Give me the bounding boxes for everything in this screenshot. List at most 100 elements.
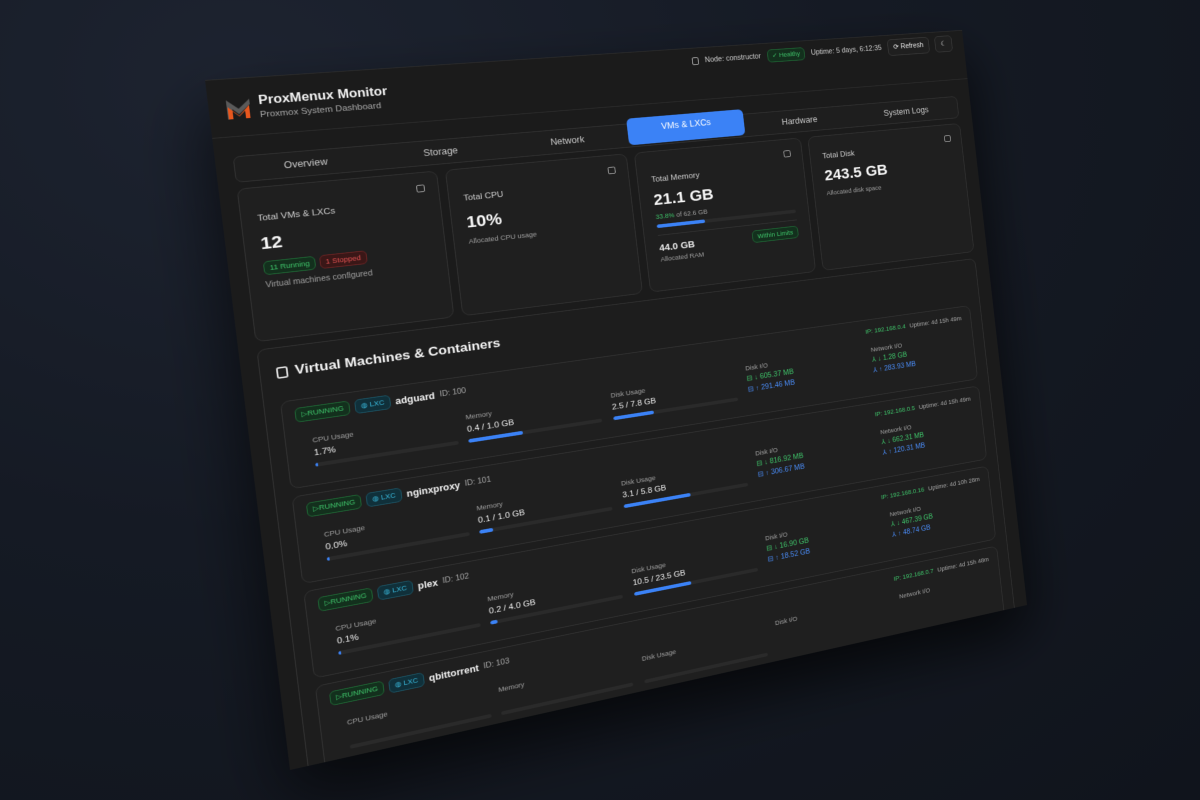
card-total-vms: Total VMs & LXCs 12 11 Running 1 Stopped… bbox=[236, 170, 454, 343]
server-icon bbox=[691, 57, 699, 66]
card-total-cpu: Total CPU 10% Allocated CPU usage bbox=[444, 153, 643, 317]
tab-vms-lxcs[interactable]: VMs & LXCs bbox=[626, 109, 746, 146]
memory-usage: Memory 0.1 / 1.0 GB bbox=[476, 482, 613, 534]
net-out-value: ↑ 283.93 MB bbox=[878, 360, 917, 374]
vm-id: ID: 103 bbox=[483, 657, 510, 671]
container-icon: ◍ bbox=[360, 400, 368, 410]
vm-uptime: Uptime: 4d 15h 48m bbox=[936, 555, 990, 574]
disk-icon: ⊟ bbox=[765, 544, 773, 553]
disk-io: Disk I/O ⊟ ↓ 16.90 GB ⊟ ↑ 18.52 GB bbox=[765, 513, 884, 564]
type-label: LXC bbox=[369, 398, 385, 409]
cpu-bar-fill bbox=[315, 462, 319, 467]
section-title-text: Virtual Machines & Containers bbox=[294, 335, 502, 378]
disk-usage: Disk Usage 3.1 / 5.8 GB bbox=[621, 459, 749, 509]
disk-io: Disk I/O ⊟ ↓ 605.37 MB ⊟ ↑ 291.46 MB bbox=[745, 348, 865, 394]
section-title: Virtual Machines & Containers bbox=[275, 335, 502, 381]
vm-uptime: Uptime: 4d 10h 28m bbox=[927, 475, 981, 492]
disk-usage: Disk Usage 2.5 / 7.8 GB bbox=[610, 373, 739, 421]
running-badge: 11 Running bbox=[262, 255, 317, 276]
disk-usage: Disk Usage bbox=[641, 629, 769, 684]
vm-name: qbittorrent bbox=[428, 662, 480, 684]
tab-overview[interactable]: Overview bbox=[283, 156, 329, 171]
tab-system-logs[interactable]: System Logs bbox=[883, 104, 930, 119]
type-badge: ◍ LXC bbox=[353, 394, 392, 415]
type-badge: ◍ LXC bbox=[388, 672, 425, 694]
brand: ProxMenux Monitor Proxmox System Dashboa… bbox=[224, 85, 390, 122]
disk-write-value: ↑ 291.46 MB bbox=[755, 379, 796, 393]
memory-bar-fill bbox=[490, 619, 498, 625]
memory-total: of 62.6 GB bbox=[675, 207, 708, 219]
theme-toggle-button[interactable]: ☾ bbox=[933, 35, 953, 53]
container-icon: ◍ bbox=[371, 494, 380, 503]
disk-io: Disk I/O ⊟ ↓ 816.92 MB ⊟ ↑ 306.67 MB bbox=[755, 431, 875, 479]
memory-icon bbox=[782, 150, 791, 158]
vm-uptime: Uptime: 4d 15h 49m bbox=[909, 314, 962, 329]
cpu-icon bbox=[607, 166, 616, 175]
cpu-usage: CPU Usage 0.1% bbox=[335, 598, 481, 656]
server-icon bbox=[415, 184, 425, 193]
memory-percent: 33.8% bbox=[655, 211, 675, 221]
vm-name: nginxproxy bbox=[406, 479, 461, 499]
network-icon: ⅄ bbox=[871, 355, 877, 364]
network-io: Network I/O ⅄ ↓ 467.39 GB ⅄ ↑ 48.74 GB bbox=[889, 490, 1001, 539]
header: ProxMenux Monitor Proxmox System Dashboa… bbox=[205, 30, 968, 139]
disk-icon: ⊟ bbox=[756, 459, 763, 468]
card-total-disk: Total Disk 243.5 GB Allocated disk space bbox=[807, 123, 975, 271]
disk-bar-fill bbox=[613, 410, 655, 421]
refresh-label: Refresh bbox=[900, 41, 924, 51]
status-badge: ▷RUNNING bbox=[305, 494, 362, 518]
status-label: RUNNING bbox=[306, 404, 345, 418]
status-label: RUNNING bbox=[318, 498, 356, 512]
network-icon: ⅄ bbox=[872, 366, 878, 375]
disk-icon: ⊟ bbox=[746, 374, 753, 383]
moon-icon: ☾ bbox=[940, 40, 947, 48]
stopped-badge: 1 Stopped bbox=[318, 250, 368, 270]
tab-storage[interactable]: Storage bbox=[422, 145, 459, 159]
type-label: LXC bbox=[391, 583, 408, 595]
network-io: Network I/O ⅄ ↓ 1.28 GB ⅄ ↑ 283.93 MB bbox=[870, 330, 983, 374]
container-icon: ◍ bbox=[394, 679, 402, 689]
vm-section: Virtual Machines & Containers ▷RUNNING ◍ … bbox=[256, 258, 1019, 770]
vm-id: ID: 101 bbox=[464, 475, 492, 489]
container-icon: ◍ bbox=[383, 587, 391, 596]
network-icon: ⅄ bbox=[881, 438, 886, 447]
vm-ip: IP: 192.168.0.16 bbox=[880, 486, 925, 501]
type-label: LXC bbox=[403, 676, 419, 687]
network-icon: ⅄ bbox=[891, 530, 897, 539]
refresh-button[interactable]: ⟳ Refresh bbox=[886, 36, 931, 57]
vm-network-info: IP: 192.168.0.4Uptime: 4d 15h 49m bbox=[865, 315, 962, 335]
disk-io: Disk I/O bbox=[775, 595, 891, 627]
card-value: 12 bbox=[259, 231, 284, 254]
vm-name: adguard bbox=[394, 390, 436, 407]
memory-bar-fill bbox=[479, 527, 494, 534]
vm-ip: IP: 192.168.0.7 bbox=[893, 567, 934, 583]
status-label: RUNNING bbox=[341, 684, 379, 700]
disk-usage: Disk Usage 10.5 / 23.5 GB bbox=[631, 544, 759, 596]
status-badge: ▷RUNNING bbox=[294, 400, 351, 423]
cpu-bar-fill bbox=[338, 650, 341, 656]
cpu-usage: CPU Usage 0.0% bbox=[324, 506, 470, 562]
vm-id: ID: 102 bbox=[442, 572, 470, 586]
type-label: LXC bbox=[380, 491, 397, 502]
tab-network[interactable]: Network bbox=[549, 134, 585, 148]
status-badge: ▷RUNNING bbox=[317, 587, 374, 612]
status-badge: ▷RUNNING bbox=[328, 680, 385, 707]
cpu-bar-fill bbox=[326, 556, 330, 562]
vm-uptime: Uptime: 4d 15h 49m bbox=[918, 395, 971, 411]
status-label: RUNNING bbox=[329, 591, 367, 606]
type-badge: ◍ LXC bbox=[376, 579, 414, 601]
proxmenux-logo-icon bbox=[225, 98, 252, 120]
memory-usage: Memory 0.4 / 1.0 GB bbox=[465, 394, 603, 443]
dashboard-window: ProxMenux Monitor Proxmox System Dashboa… bbox=[205, 30, 1028, 770]
tab-hardware[interactable]: Hardware bbox=[781, 114, 818, 127]
refresh-icon: ⟳ bbox=[893, 43, 900, 52]
node-name: Node: constructor bbox=[704, 52, 762, 65]
network-icon: ⅄ bbox=[882, 448, 888, 457]
uptime: Uptime: 5 days, 6:12:35 bbox=[810, 44, 883, 57]
memory-usage: Memory 0.2 / 4.0 GB bbox=[487, 570, 624, 625]
memory-usage: Memory bbox=[498, 658, 634, 716]
cpu-usage: CPU Usage 1.7% bbox=[312, 415, 459, 467]
disk-icon: ⊟ bbox=[757, 470, 765, 479]
disk-icon: ⊟ bbox=[747, 385, 755, 394]
vm-ip: IP: 192.168.0.5 bbox=[874, 404, 916, 418]
